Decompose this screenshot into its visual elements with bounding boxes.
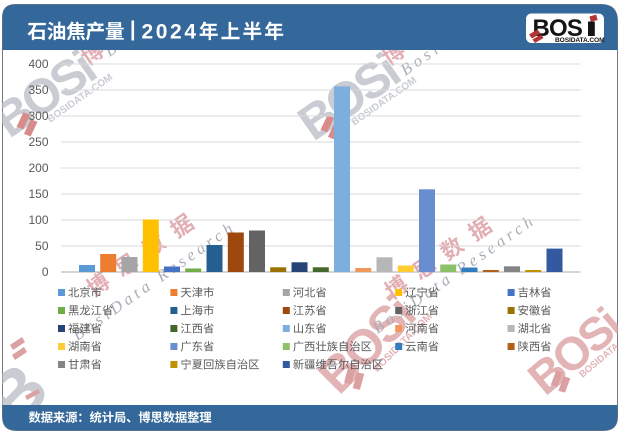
svg-text:200: 200 (28, 161, 48, 175)
svg-text:2024: 2024 (142, 20, 199, 43)
svg-text:150: 150 (28, 187, 48, 201)
svg-text:0: 0 (42, 265, 49, 279)
svg-text:50: 50 (35, 239, 49, 253)
svg-text:250: 250 (28, 135, 48, 149)
svg-text:BOSIDATA.COM: BOSIDATA.COM (555, 37, 605, 44)
svg-text:100: 100 (28, 213, 48, 227)
svg-text:350: 350 (28, 83, 48, 97)
svg-text:400: 400 (28, 57, 48, 71)
svg-text:300: 300 (28, 109, 48, 123)
